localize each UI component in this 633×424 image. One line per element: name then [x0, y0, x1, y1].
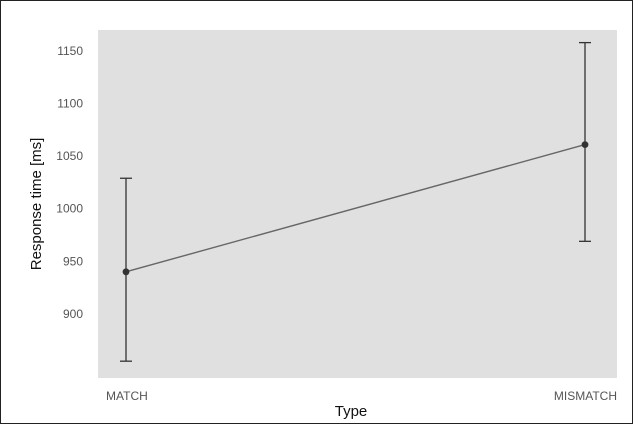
series-line [125, 143, 586, 273]
y-tick-label-900: 900 [63, 307, 83, 321]
y-axis-ticks: 900 950 1000 1050 1100 1150 [56, 44, 83, 321]
y-axis-title: Response time [ms] [28, 138, 45, 271]
data-point-mismatch [581, 141, 589, 148]
y-tick-label-950: 950 [63, 254, 83, 268]
data-point-match [122, 268, 130, 276]
y-tick-label-1150: 1150 [57, 44, 83, 58]
x-tick-label-match: MATCH [106, 389, 148, 403]
y-tick-label-1050: 1050 [56, 149, 83, 163]
y-tick-label-1100: 1100 [57, 97, 83, 111]
data-marks [120, 41, 591, 362]
x-axis-ticks: MATCH MISMATCH [106, 389, 617, 403]
x-tick-label-mismatch: MISMATCH [554, 389, 617, 403]
plot-panel [98, 30, 617, 378]
x-axis-title: Type [335, 403, 368, 420]
y-tick-label-1000: 1000 [56, 202, 83, 216]
